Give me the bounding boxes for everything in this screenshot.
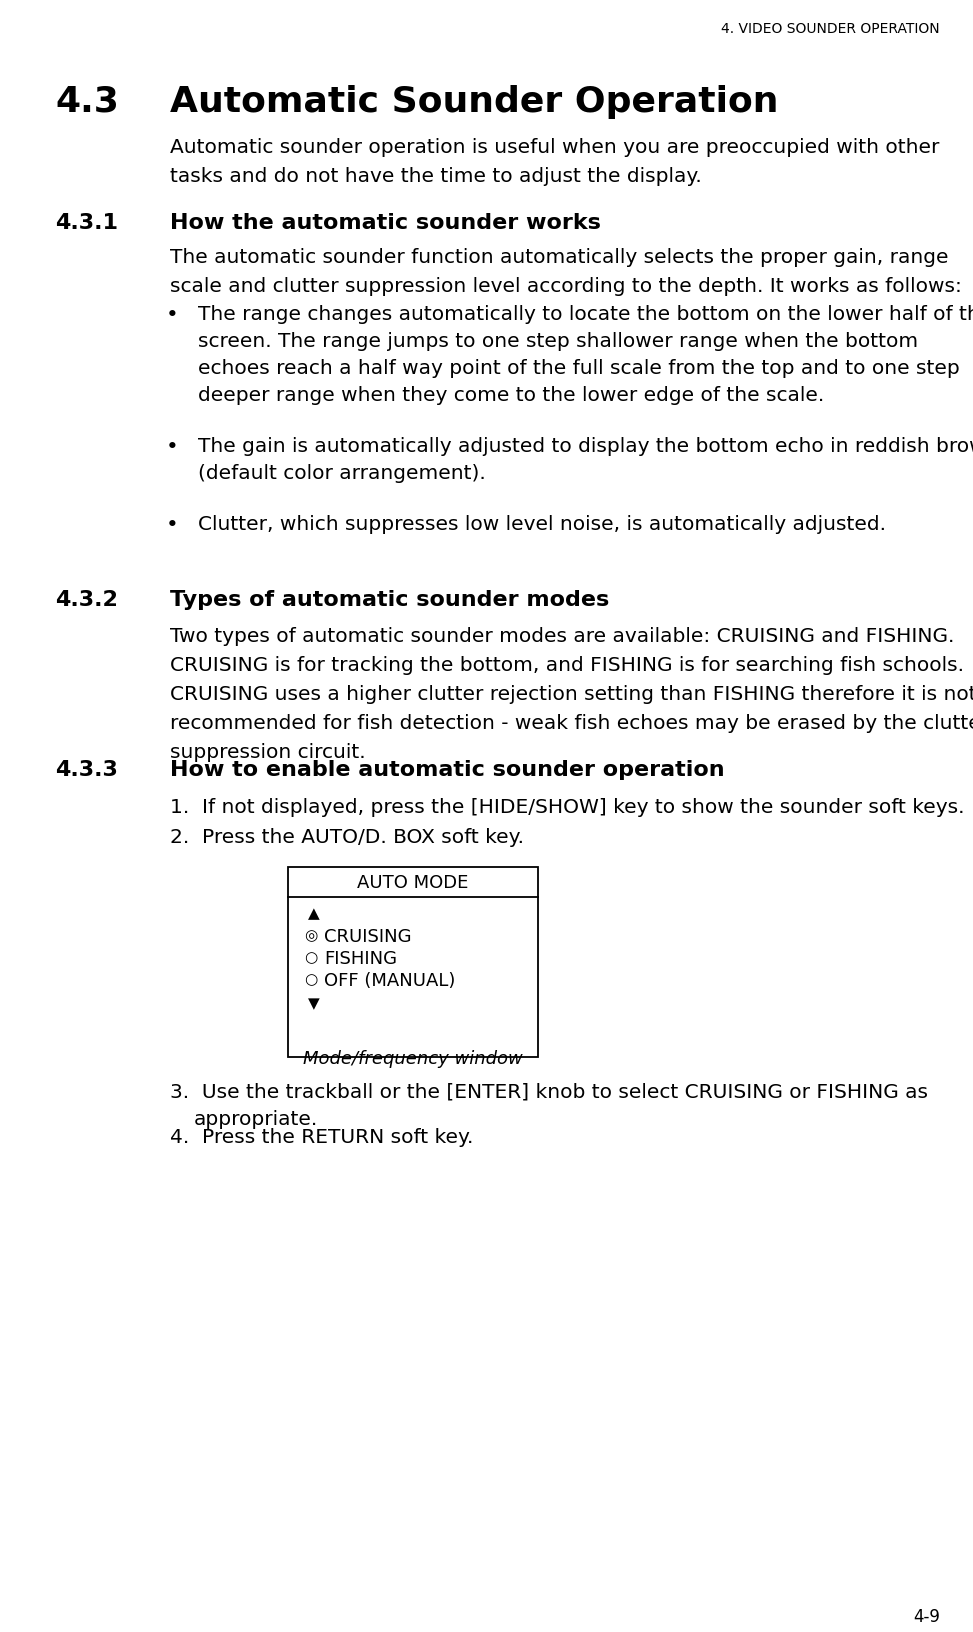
Text: OFF (MANUAL): OFF (MANUAL) — [324, 971, 455, 989]
Text: Automatic sounder operation is useful when you are preoccupied with other: Automatic sounder operation is useful wh… — [170, 139, 939, 157]
Text: •: • — [166, 437, 179, 457]
Text: 4-9: 4-9 — [913, 1608, 940, 1625]
Text: How to enable automatic sounder operation: How to enable automatic sounder operatio… — [170, 759, 725, 780]
Text: 4.3.1: 4.3.1 — [55, 212, 118, 233]
Text: •: • — [166, 305, 179, 325]
Text: screen. The range jumps to one step shallower range when the bottom: screen. The range jumps to one step shal… — [198, 331, 919, 351]
Text: appropriate.: appropriate. — [194, 1110, 318, 1128]
Text: tasks and do not have the time to adjust the display.: tasks and do not have the time to adjust… — [170, 166, 702, 186]
Text: 3.  Use the trackball or the [ENTER] knob to select CRUISING or FISHING as: 3. Use the trackball or the [ENTER] knob… — [170, 1082, 928, 1100]
Text: CRUISING uses a higher clutter rejection setting than FISHING therefore it is no: CRUISING uses a higher clutter rejection… — [170, 684, 973, 703]
Text: Types of automatic sounder modes: Types of automatic sounder modes — [170, 589, 609, 610]
Text: •: • — [166, 514, 179, 535]
Text: ◎: ◎ — [304, 927, 317, 942]
Text: The automatic sounder function automatically selects the proper gain, range: The automatic sounder function automatic… — [170, 248, 949, 268]
Text: The gain is automatically adjusted to display the bottom echo in reddish brown: The gain is automatically adjusted to di… — [198, 437, 973, 455]
Text: 4.3.3: 4.3.3 — [55, 759, 118, 780]
Text: suppression circuit.: suppression circuit. — [170, 743, 366, 762]
Text: 4.3: 4.3 — [55, 85, 119, 119]
Text: Two types of automatic sounder modes are available: CRUISING and FISHING.: Two types of automatic sounder modes are… — [170, 627, 955, 646]
Bar — [288, 868, 538, 1058]
Text: (default color arrangement).: (default color arrangement). — [198, 463, 486, 483]
Text: FISHING: FISHING — [324, 950, 397, 968]
Text: scale and clutter suppression level according to the depth. It works as follows:: scale and clutter suppression level acco… — [170, 277, 962, 295]
Text: 4.3.2: 4.3.2 — [55, 589, 118, 610]
Text: deeper range when they come to the lower edge of the scale.: deeper range when they come to the lower… — [198, 385, 824, 405]
Text: ○: ○ — [304, 950, 317, 965]
Text: Clutter, which suppresses low level noise, is automatically adjusted.: Clutter, which suppresses low level nois… — [198, 514, 886, 534]
Text: 4. VIDEO SOUNDER OPERATION: 4. VIDEO SOUNDER OPERATION — [721, 21, 940, 36]
Text: ○: ○ — [304, 971, 317, 986]
Text: 2.  Press the AUTO/D. BOX soft key.: 2. Press the AUTO/D. BOX soft key. — [170, 827, 524, 847]
Text: Automatic Sounder Operation: Automatic Sounder Operation — [170, 85, 778, 119]
Text: ▲: ▲ — [308, 906, 320, 920]
Text: 1.  If not displayed, press the [HIDE/SHOW] key to show the sounder soft keys.: 1. If not displayed, press the [HIDE/SHO… — [170, 798, 964, 816]
Text: The range changes automatically to locate the bottom on the lower half of the: The range changes automatically to locat… — [198, 305, 973, 323]
Text: 4.  Press the RETURN soft key.: 4. Press the RETURN soft key. — [170, 1128, 474, 1146]
Text: Mode/frequency window: Mode/frequency window — [304, 1049, 523, 1067]
Text: AUTO MODE: AUTO MODE — [357, 873, 469, 891]
Text: How the automatic sounder works: How the automatic sounder works — [170, 212, 601, 233]
Text: ▼: ▼ — [308, 996, 320, 1010]
Text: recommended for fish detection - weak fish echoes may be erased by the clutter: recommended for fish detection - weak fi… — [170, 713, 973, 733]
Text: CRUISING: CRUISING — [324, 927, 412, 945]
Text: CRUISING is for tracking the bottom, and FISHING is for searching fish schools.: CRUISING is for tracking the bottom, and… — [170, 656, 964, 674]
Text: echoes reach a half way point of the full scale from the top and to one step: echoes reach a half way point of the ful… — [198, 359, 959, 377]
